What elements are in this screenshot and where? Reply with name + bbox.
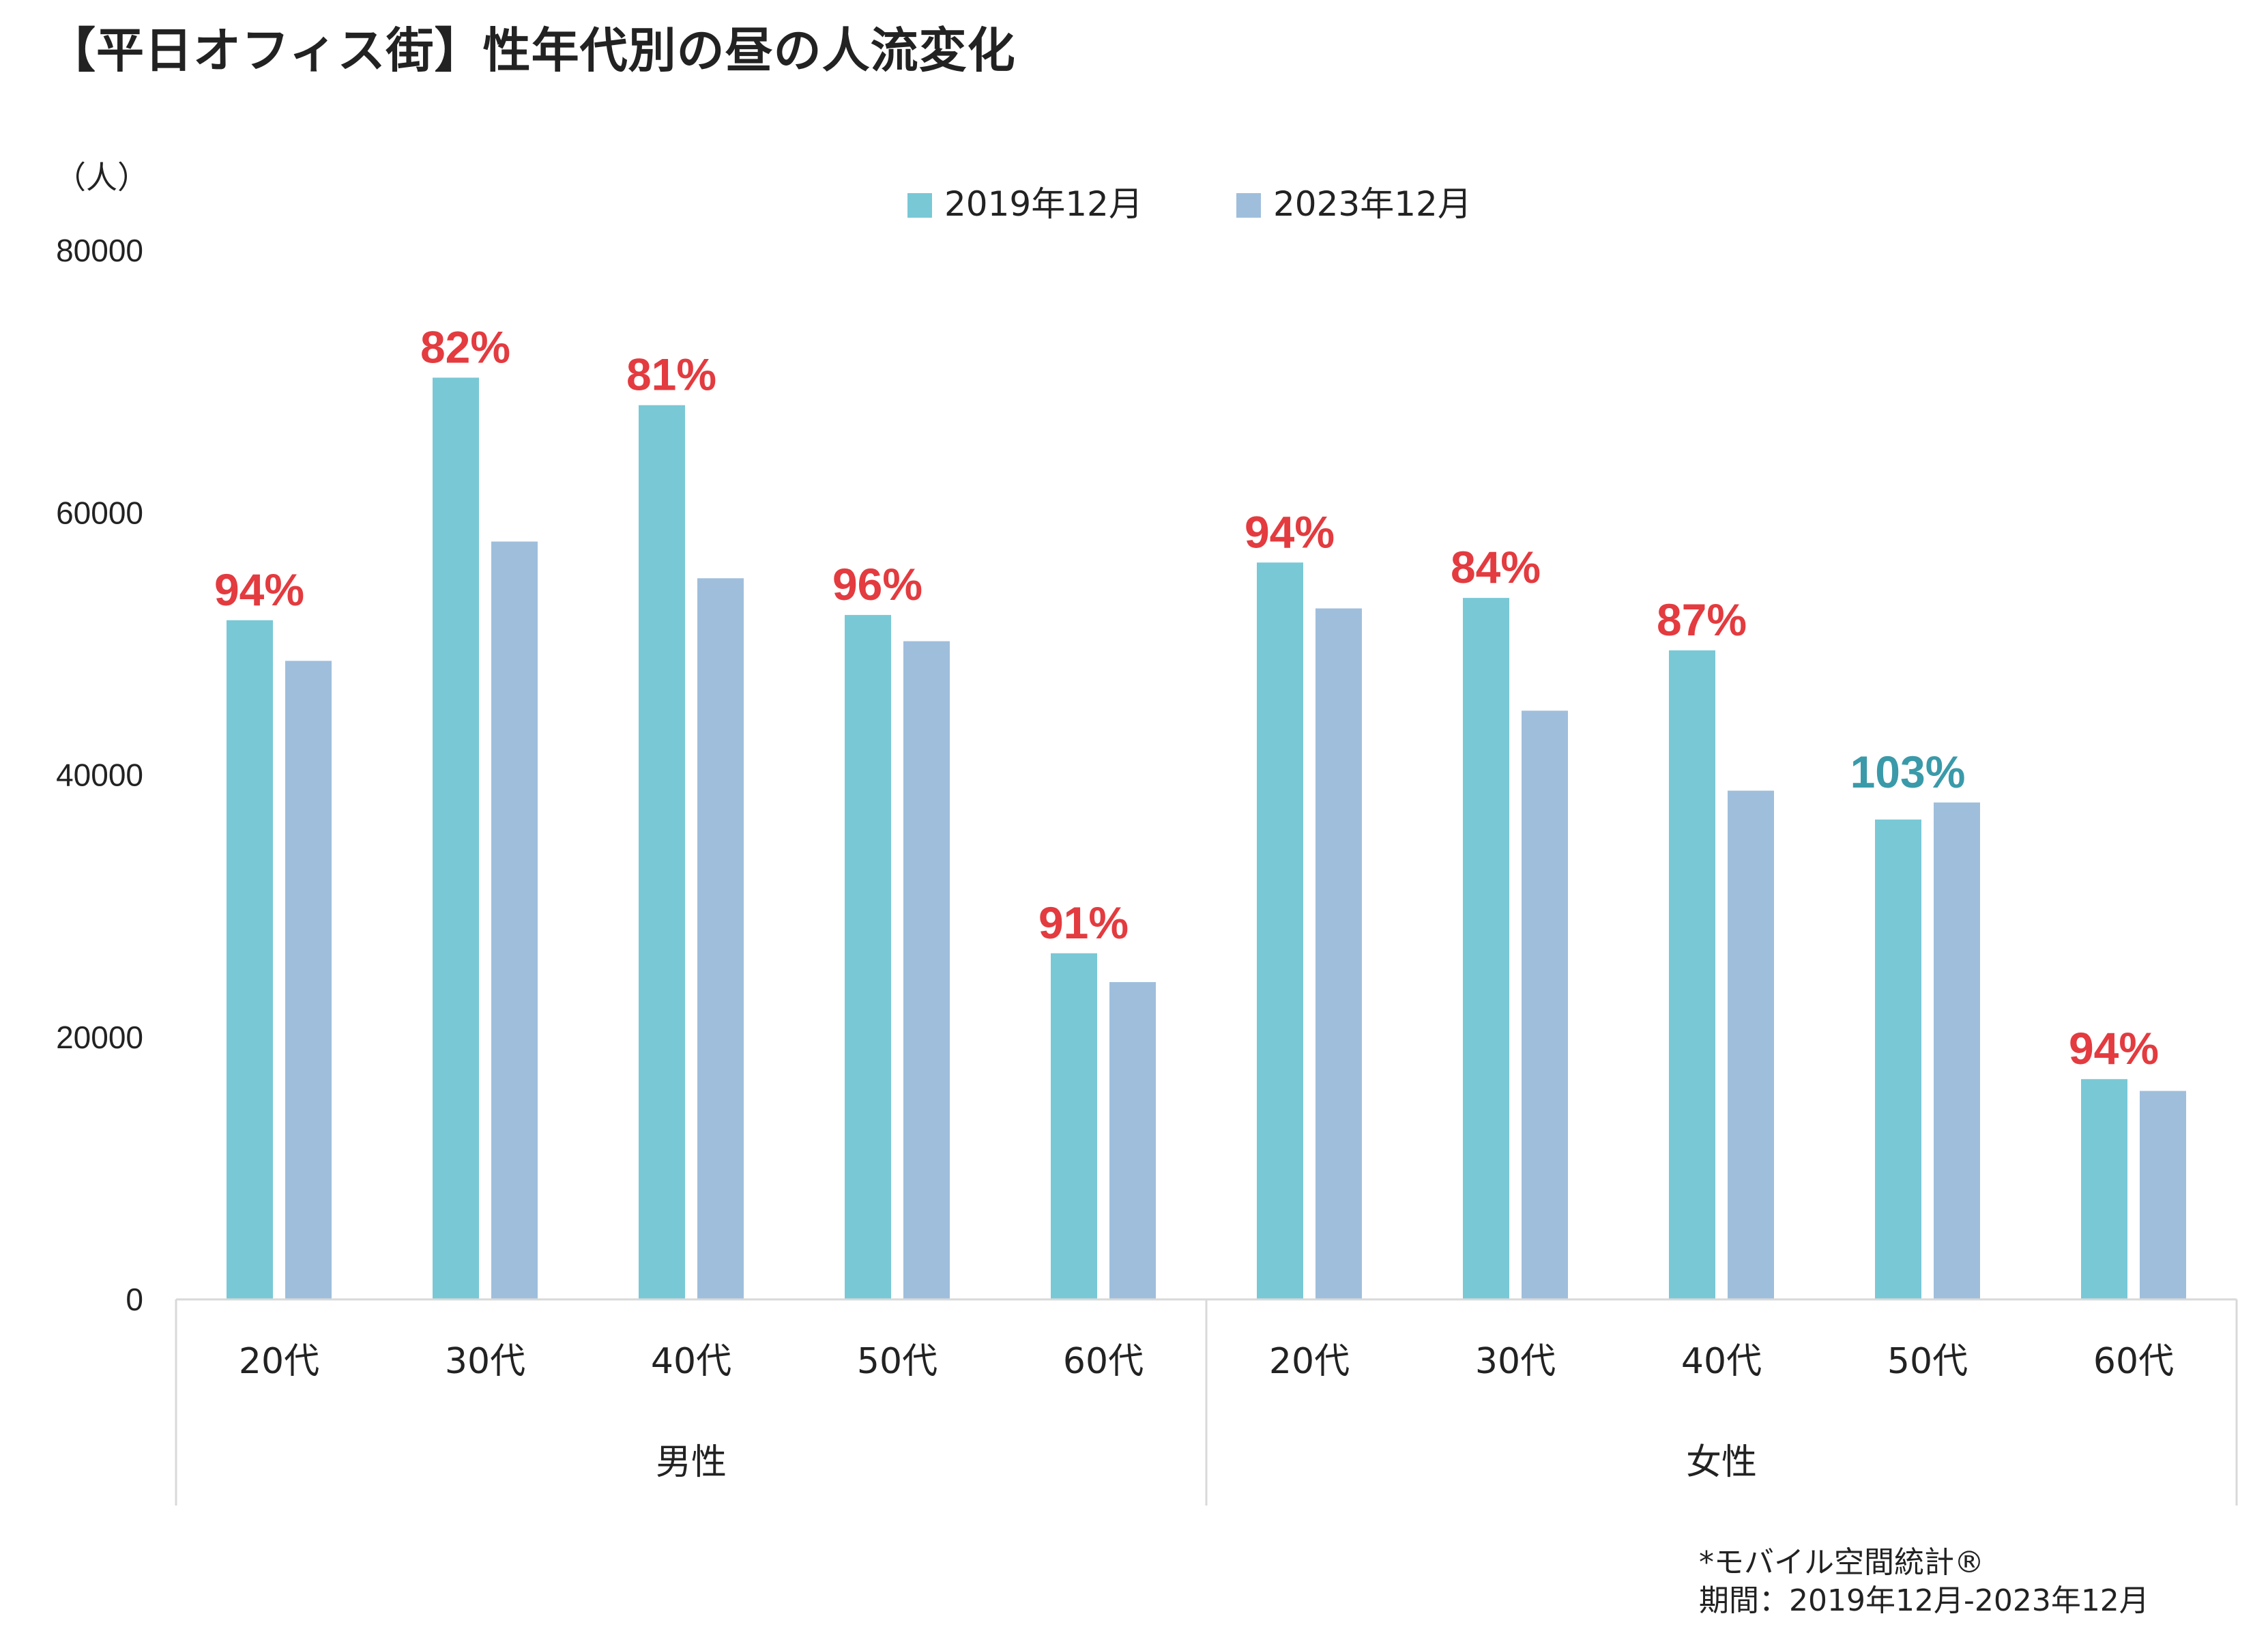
bar-2023-8 [1934,802,1980,1299]
bar-2019-1 [433,377,479,1299]
source-note-line1: *モバイル空間統計® [1699,1545,1984,1580]
category-label-7: 40代 [1681,1341,1762,1382]
y-tick-label: 80000 [56,233,143,268]
source-note: *モバイル空間統計® 期間：2019年12月-2023年12月 [1699,1544,2149,1620]
bar-2023-4 [1109,982,1156,1299]
chart-title: 【平日オフィス街】性年代別の昼の人流変化 [48,23,1016,78]
category-label-2: 40代 [651,1341,731,1382]
category-label-6: 30代 [1475,1341,1556,1382]
bar-2023-3 [903,641,950,1299]
category-label-1: 30代 [445,1341,525,1382]
bar-2019-6 [1463,598,1509,1299]
bar-2019-4 [1051,953,1097,1299]
x-axis [175,1298,2238,1506]
legend-swatch-2023 [1236,193,1261,218]
ratio-label-9: 94% [2069,1023,2159,1074]
y-axis: 0 20000 40000 60000 80000 [56,233,143,1317]
legend-swatch-2019 [907,193,932,218]
group-label-0: 男性 [656,1442,727,1483]
y-axis-unit-label: （人） [55,159,149,196]
x-axis-group-labels: 男性 女性 [656,1442,1757,1483]
bar-2023-9 [2140,1091,2186,1299]
bar-2019-9 [2081,1079,2127,1299]
bar-2019-8 [1875,819,1921,1299]
legend-label-2019: 2019年12月 [944,184,1143,224]
source-note-line2: 期間：2019年12月-2023年12月 [1699,1583,2149,1618]
legend-label-2023: 2023年12月 [1273,184,1472,224]
ratio-label-8: 103% [1850,747,1966,797]
bar-2023-6 [1522,710,1568,1299]
bar-2023-2 [697,578,744,1299]
bar-2023-5 [1315,608,1362,1299]
y-tick-label: 0 [126,1282,143,1317]
y-tick-label: 60000 [56,495,143,530]
category-label-3: 50代 [857,1341,937,1382]
bar-2019-5 [1257,562,1303,1299]
bar-2023-0 [285,661,332,1299]
group-label-1: 女性 [1686,1442,1757,1483]
y-tick-label: 40000 [56,758,143,793]
category-label-5: 20代 [1269,1341,1350,1382]
bar-2023-7 [1728,790,1774,1299]
bar-2019-0 [227,620,273,1299]
bar-2023-1 [491,541,538,1299]
legend: 2019年12月 2023年12月 [907,184,1472,224]
ratio-label-1: 82% [420,321,510,372]
category-label-0: 20代 [239,1341,319,1382]
bar-2019-3 [845,615,891,1299]
category-label-9: 60代 [2093,1341,2174,1382]
x-axis-category-labels: 20代 30代 40代 50代 60代 20代 30代 40代 50代 60代 [239,1341,2174,1382]
category-label-8: 50代 [1887,1341,1968,1382]
ratio-label-3: 96% [832,559,922,609]
bar-2019-2 [639,405,685,1299]
ratio-labels: 94% 82% 81% 96% 91% 94% 84% 87% 103% 94% [214,321,2159,1074]
ratio-label-0: 94% [214,564,304,615]
y-tick-label: 20000 [56,1020,143,1055]
bars [227,377,2186,1299]
ratio-label-5: 94% [1245,506,1335,557]
ratio-label-6: 84% [1451,542,1541,592]
ratio-label-2: 81% [626,349,716,400]
category-label-4: 60代 [1063,1341,1144,1382]
ratio-label-4: 91% [1038,897,1129,948]
bar-2019-7 [1669,650,1715,1299]
ratio-label-7: 87% [1657,594,1747,645]
